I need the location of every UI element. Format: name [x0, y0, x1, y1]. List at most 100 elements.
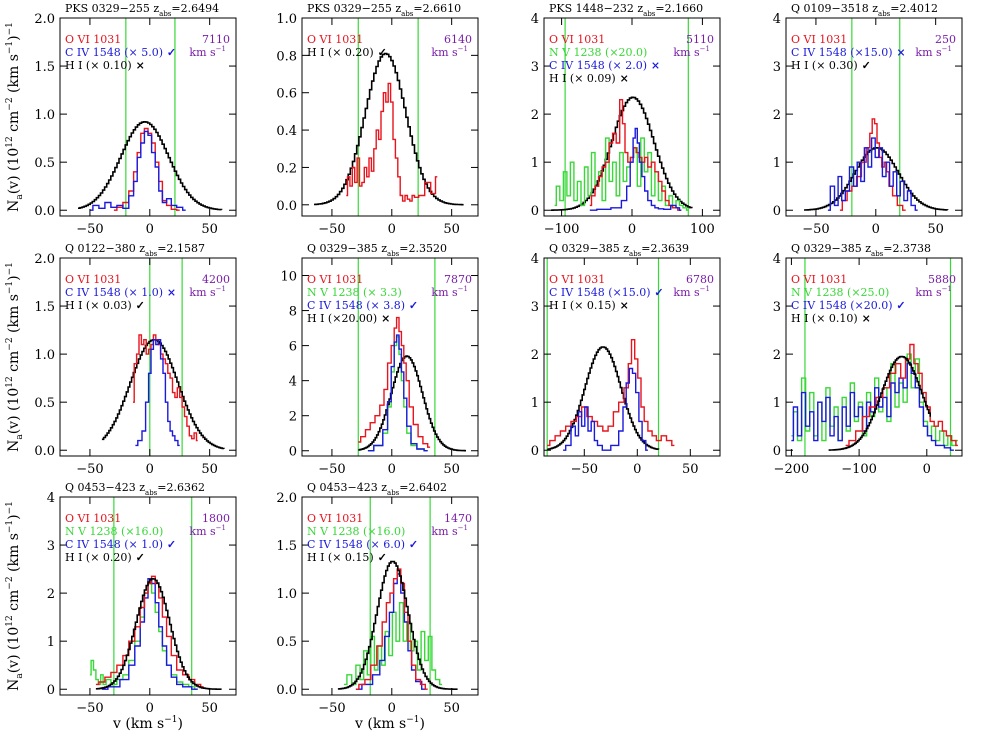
legend-entry-c: C IV 1548 (× 1.0) ✓	[65, 538, 176, 551]
legend-flag: ✓	[650, 286, 663, 299]
legend-text: H I (× 0.20)	[307, 46, 374, 59]
panel-title: PKS 0329−255 zabs=2.6610	[307, 2, 461, 18]
y-tick-label: 0.0	[34, 444, 55, 459]
width-unit-exp: −1	[458, 285, 468, 293]
zabs-subscript: abs	[145, 250, 158, 258]
y-tick-label: 1	[773, 156, 781, 171]
quasar-name: Q 0453−423	[307, 481, 381, 494]
ylabel-tail: cm	[6, 351, 22, 377]
legend-flag: ×	[858, 312, 871, 325]
legend-flag: ×	[377, 312, 390, 325]
width-unit-exp: −1	[942, 285, 952, 293]
axes-frame	[785, 257, 963, 457]
width-value: 250	[935, 33, 956, 46]
plot-area	[547, 339, 675, 451]
y-tick-label: 4	[289, 375, 297, 390]
legend-entry-h: H I (× 0.10) ×	[65, 59, 145, 72]
legend-text: N V 1238 (×25.0)	[791, 286, 889, 299]
x-tick-label: 0	[146, 462, 154, 477]
quasar-name: PKS 0329−255	[307, 2, 395, 15]
legend-flag: ✓	[374, 46, 387, 59]
series-o-vi	[113, 127, 180, 211]
width-value: 5880	[928, 273, 956, 286]
y-tick-label: 0	[47, 683, 55, 698]
series-o-vi	[845, 343, 958, 447]
ylabel-rest: (v) (10	[6, 627, 22, 674]
panel-title: Q 0453−423 zabs=2.6402	[307, 481, 447, 497]
zabs-subscript: abs	[871, 250, 884, 258]
width-unit-exp: −1	[458, 524, 468, 532]
x-tick-label: 50	[682, 462, 699, 477]
legend-text: H I (×20.00)	[307, 312, 377, 325]
panel-p2: −50 0 50 0.0 0.2 0.4 0.6 0.8 1.0 PKS 0329−255 zab…	[276, 2, 479, 237]
legend-text: O VI 1031	[65, 273, 121, 286]
axes-frame	[785, 17, 963, 217]
zabs-subscript: abs	[159, 10, 172, 18]
legend-entry-c: C IV 1548 (× 1.0) ×	[65, 286, 176, 299]
panel-title: PKS 0329−255 zabs=2.6494	[65, 2, 219, 18]
width-unit: km s−1	[189, 45, 226, 59]
legend-entry-c: C IV 1548 (×15.0) ✓	[549, 286, 664, 299]
panel-p8: −200 −100 0 0 1 2 3 4 Q 0329−385 zabs=2.3738 O VI…	[773, 242, 963, 477]
legend-text: H I (× 0.20)	[65, 551, 132, 564]
y-tick-label: 4	[531, 12, 539, 27]
legend-entry-h: H I (× 0.09) ×	[549, 72, 629, 85]
ylabel-n: N	[6, 440, 22, 452]
quasar-name: PKS 1448−232	[549, 2, 637, 15]
legend-text: H I (× 0.09)	[549, 72, 616, 85]
panel-title: Q 0453−423 zabs=2.6362	[65, 481, 205, 497]
legend-flag: ×	[892, 46, 905, 59]
panel-title: Q 0329−385 zabs=2.3738	[791, 242, 931, 258]
width-unit: km s−1	[189, 524, 226, 538]
series-h-i	[337, 560, 458, 690]
legend-text: H I (× 0.15)	[549, 299, 616, 312]
ylabel-close: )	[6, 35, 22, 40]
y-tick-label: 8	[289, 305, 297, 320]
width-value: 5110	[686, 33, 714, 46]
series-h-i	[547, 346, 660, 451]
width-unit: km s−1	[431, 524, 468, 538]
zabs-symbol: z	[153, 2, 159, 15]
legend-entry-o: O VI 1031	[307, 512, 363, 525]
y-tick-label: 2	[289, 410, 297, 425]
plot-area	[89, 575, 222, 690]
ylabel-exp2: −2	[5, 337, 15, 350]
legend-entry-n: N V 1238 (×16.0)	[65, 525, 163, 538]
ylabel-rest: (v) (10	[6, 388, 22, 435]
legend-entry-h: H I (× 0.15) ×	[549, 299, 629, 312]
legend-flag: ×	[163, 286, 176, 299]
y-tick-label: 2.0	[276, 491, 297, 506]
width-unit-text: km s	[673, 286, 700, 299]
quasar-name: Q 0329−385	[307, 242, 381, 255]
width-unit-exp: −1	[458, 45, 468, 53]
panel-title: Q 0109−3518 zabs=2.4012	[791, 2, 938, 18]
width-unit-text: km s	[915, 46, 942, 59]
x-tick-label: 0	[633, 462, 641, 477]
legend-entry-h: H I (× 0.15) ✓	[307, 551, 387, 564]
legend-text: H I (× 0.03)	[65, 299, 132, 312]
legend-text: C IV 1548 (× 3.8)	[307, 299, 405, 312]
zabs-symbol: z	[381, 242, 387, 255]
panel-p4: −50 0 50 0 1 2 3 4 Q 0109−3518 zabs=2.4012 O VI 1…	[773, 2, 963, 237]
y-tick-label: 0.5	[34, 156, 55, 171]
y-tick-label: 1.0	[276, 12, 297, 27]
zabs-symbol: z	[395, 2, 401, 15]
xlabel-close: )	[420, 716, 425, 732]
ylabel-exp4: −1	[5, 22, 15, 35]
width-unit-exp: −1	[700, 45, 710, 53]
y-tick-label: 0.6	[276, 87, 297, 102]
x-tick-label: 50	[201, 701, 218, 716]
y-tick-label: 4	[773, 12, 781, 27]
y-tick-label: 1	[531, 156, 539, 171]
legend-text: C IV 1548 (× 1.0)	[65, 538, 163, 551]
x-tick-label: −200	[774, 462, 810, 477]
y-tick-label: 0	[289, 445, 297, 460]
zabs-subscript: abs	[387, 250, 400, 258]
width-unit: km s−1	[915, 45, 952, 59]
legend-entry-c: C IV 1548 (×20.0) ✓	[791, 299, 906, 312]
x-tick-label: 0	[923, 462, 931, 477]
zabs-value: =2.3520	[399, 242, 447, 255]
quasar-name: PKS 0329−255	[65, 2, 153, 15]
y-tick-label: 1.0	[34, 348, 55, 363]
series-c-iv	[135, 339, 180, 447]
